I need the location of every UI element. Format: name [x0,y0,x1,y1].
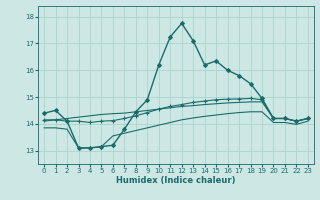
X-axis label: Humidex (Indice chaleur): Humidex (Indice chaleur) [116,176,236,185]
